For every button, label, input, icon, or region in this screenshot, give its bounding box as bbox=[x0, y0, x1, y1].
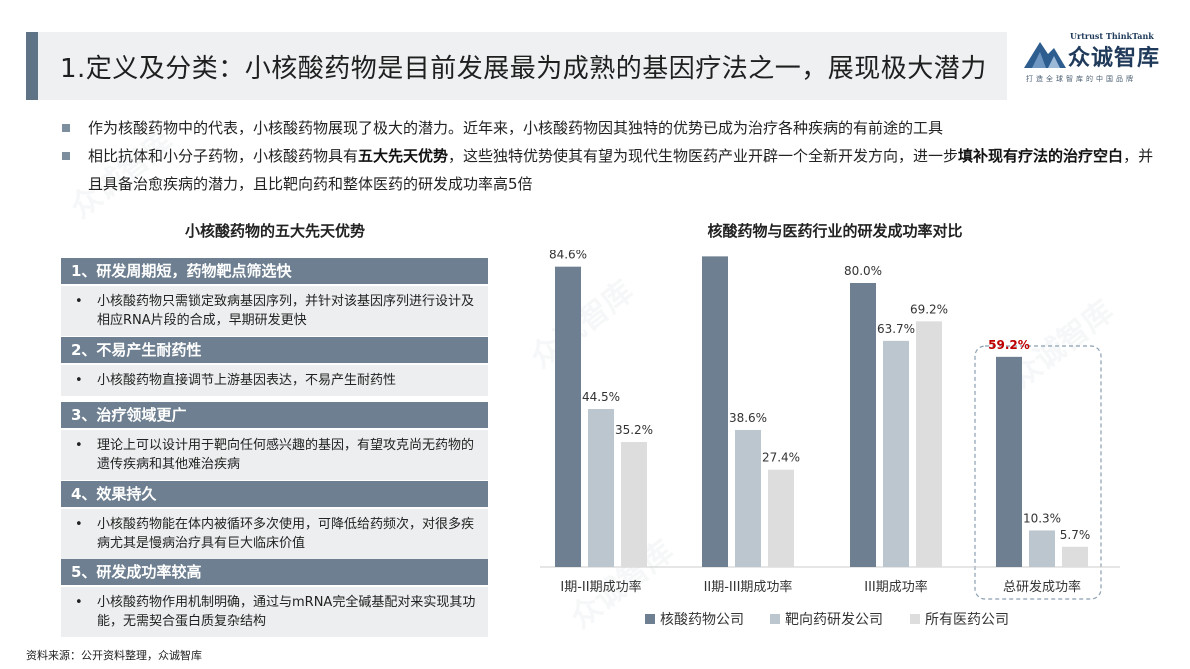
advantage-text: 理论上可以设计用于靶向任何感兴趣的基因，有望攻克尚无药物的遗传疾病和其他难治疾病 bbox=[97, 438, 475, 472]
text-segment: ，并且具备治愈疾病的潜力，且比靶向药和整体医药的研发成功率高5倍 bbox=[88, 147, 1154, 193]
bar bbox=[883, 340, 909, 567]
advantage-heading: 3、治疗领域更广 bbox=[61, 402, 488, 428]
advantage-text: 小核酸药物能在体内被循环多次使用，可降低给药频次，对很多疾病尤其是慢病治疗具有巨… bbox=[97, 517, 475, 551]
bullet-dot: • bbox=[75, 517, 83, 532]
data-label: 84.6% bbox=[549, 250, 587, 262]
advantage-item: 5、研发成功率较高 • 小核酸药物作用机制明确，通过与mRNA完全碱基配对来实现其功… bbox=[61, 559, 488, 637]
advantage-text: 小核酸药物直接调节上游基因表达，不易产生耐药性 bbox=[97, 373, 397, 388]
intro-bullets: 作为核酸药物中的代表，小核酸药物展现了极大的潜力。近年来，小核酸药物因其独特的优… bbox=[60, 114, 1160, 198]
highlight-box bbox=[974, 345, 1102, 600]
bold-text: 五大先天优势 bbox=[358, 147, 449, 165]
advantage-heading: 1、研发周期短，药物靶点筛选快 bbox=[61, 258, 488, 284]
category-label: 总研发成功率 bbox=[1003, 579, 1081, 595]
text-segment: 相比抗体和小分子药物，小核酸药物具有 bbox=[88, 147, 359, 165]
legend-swatch bbox=[770, 614, 780, 624]
data-label: 80.0% bbox=[844, 264, 882, 278]
advantage-description: • 小核酸药物直接调节上游基因表达，不易产生耐药性 bbox=[61, 365, 488, 396]
data-label: 44.5% bbox=[582, 390, 620, 404]
bar bbox=[621, 442, 647, 567]
advantage-text: 小核酸药物只需锁定致病基因序列，并针对该基因序列进行设计及相应RNA片段的合成，… bbox=[97, 294, 475, 328]
legend-swatch bbox=[910, 614, 920, 624]
square-bullet-icon bbox=[62, 124, 70, 132]
advantage-heading: 5、研发成功率较高 bbox=[61, 559, 488, 585]
intro-bullet: 相比抗体和小分子药物，小核酸药物具有五大先天优势，这些独特优势使其有望为现代生物… bbox=[60, 142, 1160, 198]
bullet-dot: • bbox=[75, 373, 83, 388]
advantage-description: • 小核酸药物能在体内被循环多次使用，可降低给药频次，对很多疾病尤其是慢病治疗具有… bbox=[61, 509, 488, 559]
bar bbox=[768, 469, 794, 567]
bar bbox=[850, 283, 876, 567]
legend-swatch bbox=[645, 614, 655, 624]
text-segment: 作为核酸药物中的代表，小核酸药物展现了极大的潜力。近年来，小核酸药物因其独特的优… bbox=[88, 119, 944, 137]
data-label: 5.7% bbox=[1060, 528, 1091, 542]
bar bbox=[996, 356, 1022, 567]
bar bbox=[916, 321, 942, 567]
bullet-dot: • bbox=[75, 294, 83, 309]
advantage-heading: 4、效果持久 bbox=[61, 481, 488, 507]
chart-title: 核酸药物与医药行业的研发成功率对比 bbox=[707, 222, 963, 240]
logo-tagline: 打造全球智库的中国品牌 bbox=[1026, 75, 1136, 83]
bar bbox=[1029, 530, 1055, 567]
advantage-description: • 小核酸药物只需锁定致病基因序列，并针对该基因序列进行设计及相应RNA片段的合成… bbox=[61, 286, 488, 336]
intro-bullet: 作为核酸药物中的代表，小核酸药物展现了极大的潜力。近年来，小核酸药物因其独特的优… bbox=[60, 114, 1160, 142]
data-label: 38.6% bbox=[729, 411, 767, 425]
logo: Urtrust ThinkTank 众诚智库 打造全球智库的中国品牌 bbox=[1022, 30, 1182, 90]
data-label: 63.7% bbox=[877, 322, 915, 336]
advantage-heading: 2、不易产生耐药性 bbox=[61, 337, 488, 363]
legend-label: 靶向药研发公司 bbox=[785, 612, 883, 628]
advantage-item: 1、研发周期短，药物靶点筛选快 • 小核酸药物只需锁定致病基因序列，并针对该基因序列… bbox=[61, 258, 488, 336]
bar bbox=[735, 429, 761, 567]
legend-label: 核酸药物公司 bbox=[660, 612, 744, 628]
bullet-dot: • bbox=[75, 438, 83, 453]
square-bullet-icon bbox=[62, 152, 70, 160]
data-label: 10.3% bbox=[1023, 511, 1061, 525]
advantage-item: 4、效果持久 • 小核酸药物能在体内被循环多次使用，可降低给药频次，对很多疾病尤其是… bbox=[61, 481, 488, 559]
logo-mountain-icon bbox=[1024, 42, 1066, 68]
data-label: 59.2% bbox=[988, 338, 1030, 352]
page-title: 1.定义及分类：小核酸药物是目前发展最为成熟的基因疗法之一，展现极大潜力 bbox=[60, 54, 987, 84]
source-note: 资料来源：公开资料整理，众诚智库 bbox=[26, 649, 202, 662]
advantage-description: • 小核酸药物作用机制明确，通过与mRNA完全碱基配对来实现其功能，无需契合蛋白质… bbox=[61, 587, 488, 637]
legend-label: 所有医药公司 bbox=[925, 612, 1009, 628]
category-label: III期成功率 bbox=[864, 579, 928, 595]
bar bbox=[555, 266, 581, 567]
logo-name: 众诚智库 bbox=[1068, 46, 1161, 71]
data-label: 27.4% bbox=[762, 451, 800, 465]
advantage-description: • 理论上可以设计用于靶向任何感兴趣的基因，有望攻克尚无药物的遗传疾病和其他难治疾… bbox=[61, 430, 488, 480]
logo-english: Urtrust ThinkTank bbox=[1070, 31, 1154, 41]
advantages-title: 小核酸药物的五大先天优势 bbox=[184, 222, 365, 240]
bullet-dot: • bbox=[75, 595, 83, 610]
data-label: 69.2% bbox=[910, 302, 948, 316]
bar bbox=[1062, 546, 1088, 567]
category-label: II期-III期成功率 bbox=[704, 579, 793, 595]
title-bar: 1.定义及分类：小核酸药物是目前发展最为成熟的基因疗法之一，展现极大潜力 bbox=[26, 32, 1007, 100]
bar bbox=[588, 409, 614, 567]
advantage-item: 3、治疗领域更广 • 理论上可以设计用于靶向任何感兴趣的基因，有望攻克尚无药物的遗传… bbox=[61, 402, 488, 480]
category-label: I期-II期成功率 bbox=[560, 579, 641, 595]
data-label: 35.2% bbox=[615, 423, 653, 437]
advantage-text: 小核酸药物作用机制明确，通过与mRNA完全碱基配对来实现其功能，无需契合蛋白质复… bbox=[97, 595, 476, 629]
text-segment: ，这些独特优势使其有望为现代生物医药产业开辟一个全新开发方向，进一步 bbox=[448, 147, 959, 165]
bar bbox=[702, 256, 728, 567]
bold-text: 填补现有疗法的治疗空白 bbox=[958, 147, 1124, 165]
success-rate-chart: 84.6% 44.5% 35.2% I期-II期成功率 87.5% 38.6% 27.4% I… bbox=[540, 250, 1120, 628]
advantage-item: 2、不易产生耐药性 • 小核酸药物直接调节上游基因表达，不易产生耐药性 bbox=[61, 337, 488, 396]
data-label: 87.5% bbox=[696, 250, 734, 251]
